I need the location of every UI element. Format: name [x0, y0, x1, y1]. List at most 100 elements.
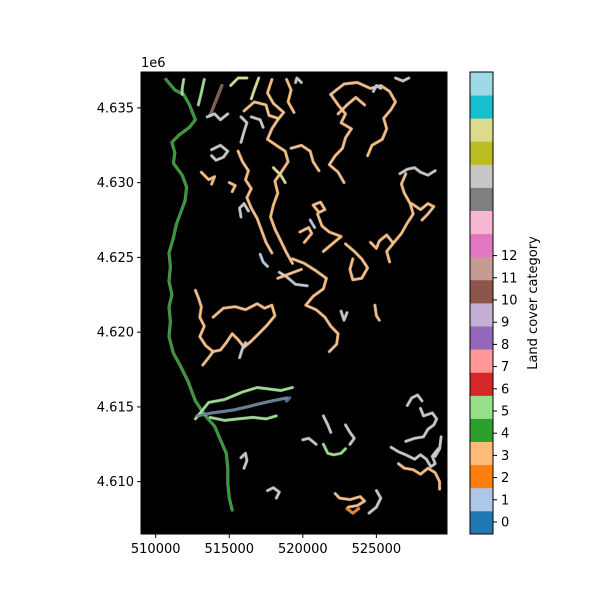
route-line [294, 76, 303, 84]
colorbar-tick-label: 5 [501, 405, 509, 420]
x-tick-label: 510000 [131, 542, 181, 557]
route-line [242, 100, 279, 120]
colorbar-cell [470, 510, 493, 535]
route-line [398, 166, 437, 177]
route-line [367, 489, 382, 515]
colorbar-tick-label: 2 [501, 471, 509, 486]
route-line [197, 78, 206, 106]
colorbar-cell [470, 72, 493, 96]
colorbar-cell [470, 418, 493, 442]
route-line [344, 242, 369, 281]
y-tick-label: 4.625 [97, 251, 134, 266]
colorbar-tick-label: 9 [501, 316, 509, 331]
route-line [237, 150, 273, 254]
route-line [434, 435, 443, 458]
colorbar-cell [470, 303, 493, 327]
colorbar-tick-label: 6 [501, 382, 509, 397]
route-line [291, 257, 340, 353]
colorbar-cell [470, 395, 493, 419]
route-line [316, 212, 343, 253]
colorbar-tick-label: 4 [501, 427, 509, 442]
route-line [250, 115, 265, 129]
route-line [210, 144, 229, 162]
colorbar-cell [470, 464, 493, 489]
x-tick-label: 515000 [204, 542, 254, 557]
colorbar-frame [469, 71, 494, 535]
route-line [229, 76, 248, 87]
route-line [194, 289, 215, 367]
route-line [404, 407, 438, 443]
route-line [290, 144, 321, 172]
x-axis: 510000 515000 520000 525000 [131, 534, 401, 557]
route-line [345, 507, 360, 515]
route-line [373, 304, 381, 322]
route-line [397, 462, 441, 491]
route-line [278, 271, 309, 287]
route-line [385, 172, 415, 263]
colorbar-cells [470, 72, 493, 535]
route-line [209, 84, 223, 117]
route-line [239, 452, 248, 470]
route-line [340, 310, 349, 322]
route-line [181, 78, 185, 96]
x-tick-label: 525000 [352, 542, 402, 557]
route-line [238, 341, 247, 359]
route-lines [164, 76, 443, 515]
y-axis-offset-label: 1e6 [141, 56, 166, 71]
plot-frame [140, 71, 448, 535]
route-line [298, 226, 313, 244]
colorbar-cell [470, 187, 493, 211]
colorbar-cell [470, 441, 493, 466]
x-tick-label: 520000 [278, 542, 328, 557]
route-line [276, 268, 303, 280]
route-line [212, 302, 276, 353]
colorbar-cell [470, 349, 493, 373]
colorbar-cell [470, 372, 493, 396]
route-line [406, 393, 424, 407]
route-line [259, 253, 269, 268]
colorbar-tick-label: 7 [501, 360, 509, 375]
colorbar-cell [470, 279, 493, 304]
colorbar-cell [470, 118, 493, 142]
route-line [238, 202, 250, 219]
y-axis: 4.610 4.615 4.620 4.625 4.630 4.635 [97, 101, 141, 490]
route-line [285, 78, 296, 114]
route-line [164, 78, 234, 512]
route-line [200, 171, 216, 186]
route-line [194, 386, 294, 420]
colorbar-cell [470, 210, 493, 235]
colorbar-cell [470, 487, 493, 512]
y-tick-label: 4.615 [97, 400, 134, 415]
route-line [322, 443, 347, 456]
colorbar-cell [470, 233, 493, 258]
colorbar-tick-label: 1 [501, 493, 509, 508]
route-line [322, 414, 332, 434]
route-line [337, 96, 366, 115]
route-line [266, 78, 294, 265]
route-line [209, 414, 278, 422]
route-line [250, 76, 260, 100]
colorbar-cell [470, 326, 493, 350]
route-line [334, 492, 366, 509]
route-line [410, 202, 435, 222]
colorbar-tick-label: 8 [501, 338, 509, 353]
route-line [239, 115, 248, 144]
y-tick-label: 4.630 [97, 176, 134, 191]
colorbar-tick-label: 0 [501, 516, 509, 531]
route-line [228, 181, 237, 193]
route-line [266, 486, 281, 500]
route-line [394, 76, 410, 83]
route-line [369, 233, 394, 250]
colorbar-tick-label: 11 [501, 271, 518, 286]
colorbar-tick-label: 12 [501, 249, 518, 264]
route-line [372, 84, 382, 93]
y-tick-label: 4.620 [97, 326, 134, 341]
route-line [195, 396, 288, 417]
y-tick-label: 4.635 [97, 101, 134, 116]
route-line [301, 437, 318, 446]
colorbar-tick-label: 10 [501, 294, 518, 309]
colorbar-cell [470, 141, 493, 165]
colorbar-cell [470, 256, 493, 281]
